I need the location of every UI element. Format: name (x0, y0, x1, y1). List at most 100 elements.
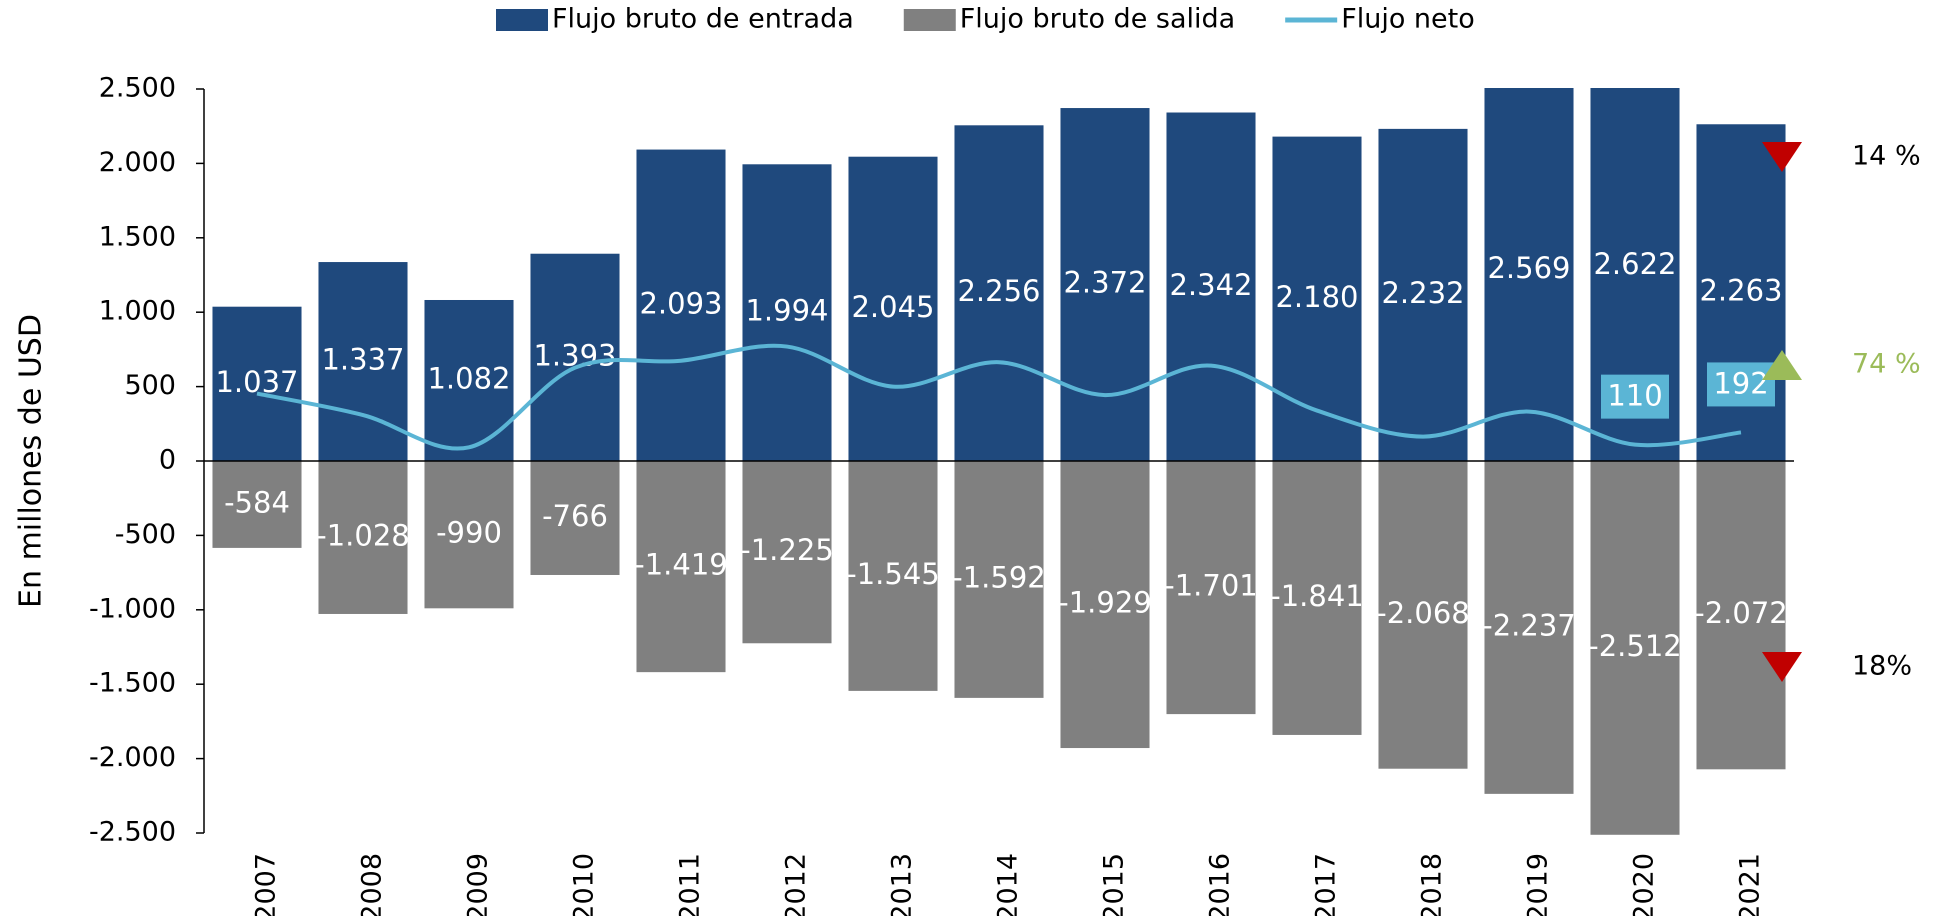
bar (636, 461, 726, 673)
bar-value-label: -1.419 (634, 548, 728, 582)
bar-value-label: 2.263 (1699, 274, 1782, 308)
bar (1378, 128, 1468, 461)
bar-value-label: 2.569 (1487, 251, 1570, 285)
bar-value-label: 2.180 (1275, 280, 1358, 314)
bar (1166, 461, 1256, 715)
bar-value-label: 1.082 (427, 361, 510, 395)
bar-value-label: -1.592 (952, 560, 1046, 594)
x-tick-label: 2015 (1099, 853, 1130, 916)
bar-value-label: -1.225 (740, 533, 834, 567)
bar (1696, 461, 1786, 770)
legend-label: Flujo bruto de salida (960, 4, 1235, 35)
y-tick-label: 2.500 (99, 73, 176, 104)
y-axis-label: En millones de USD (14, 314, 49, 608)
y-tick-label: 500 (124, 370, 176, 401)
bar (1484, 88, 1574, 462)
bar (1484, 461, 1574, 794)
y-tick-label: -2.500 (89, 817, 176, 848)
bar (1166, 112, 1256, 461)
bar-value-label: -1.028 (316, 518, 410, 552)
bar (742, 461, 832, 644)
y-tick-label: -2.000 (89, 742, 176, 773)
annotation-label: 14 % (1852, 141, 1921, 172)
x-tick-label: 2019 (1523, 853, 1554, 916)
bar (636, 149, 726, 462)
bar (742, 164, 832, 462)
bar (1060, 108, 1150, 462)
x-tick-label: 2017 (1311, 853, 1342, 916)
trend-triangle (1762, 142, 1802, 172)
bar (848, 461, 938, 691)
bar-value-label: -2.068 (1376, 596, 1470, 630)
line-label-box (1601, 374, 1669, 419)
bar-value-label: -766 (542, 499, 608, 533)
legend-swatch (903, 9, 956, 31)
bar-value-label: -1.929 (1058, 586, 1152, 620)
bar-value-label: 2.093 (639, 286, 722, 320)
annotation-label: 18% (1852, 651, 1912, 682)
x-tick-label: 2014 (993, 853, 1024, 916)
bar-value-label: -2.512 (1588, 629, 1682, 663)
x-tick-label: 2011 (675, 853, 706, 916)
bar (1378, 461, 1468, 769)
y-tick-label: -1.000 (89, 593, 176, 624)
y-tick-label: 2.000 (99, 147, 176, 178)
bar-value-label: -1.841 (1270, 579, 1364, 613)
bar (1272, 461, 1362, 735)
bar (1590, 461, 1680, 835)
x-tick-label: 2021 (1735, 853, 1766, 916)
bar-value-label: 2.622 (1593, 247, 1676, 281)
trend-triangle (1762, 652, 1802, 682)
annotation-label: 74 % (1852, 349, 1921, 380)
line-value-label: 192 (1713, 366, 1768, 400)
bar-value-label: 2.256 (957, 274, 1040, 308)
bar-value-label: -2.072 (1694, 596, 1788, 630)
x-tick-label: 2007 (251, 853, 282, 916)
x-tick-label: 2008 (357, 853, 388, 916)
bar (212, 461, 302, 548)
bar (1060, 461, 1150, 749)
y-tick-label: -1.500 (89, 668, 176, 699)
bar-value-label: 1.994 (745, 294, 828, 328)
y-tick-label: 0 (159, 445, 176, 476)
plot-area (212, 88, 1786, 835)
bar (530, 461, 620, 575)
legend-label: Flujo bruto de entrada (552, 4, 854, 35)
bar (848, 156, 938, 462)
legend-swatch (496, 9, 548, 31)
bar-value-label: -1.545 (846, 557, 940, 591)
legend-label: Flujo neto (1341, 4, 1475, 35)
line-label-box (1707, 362, 1775, 407)
bar-value-label: 1.337 (321, 343, 404, 377)
y-tick-label: 1.000 (99, 296, 176, 327)
x-tick-label: 2009 (463, 853, 494, 916)
x-tick-label: 2018 (1417, 853, 1448, 916)
bar (530, 253, 620, 461)
x-tick-label: 2012 (781, 853, 812, 916)
x-tick-label: 2013 (887, 853, 918, 916)
bar-value-label: 2.045 (851, 290, 934, 324)
bar-value-label: 2.342 (1169, 268, 1252, 302)
bar (1272, 136, 1362, 461)
trend-triangle (1762, 350, 1802, 380)
bar (318, 461, 408, 614)
bar-value-label: -2.237 (1482, 608, 1576, 642)
net-line (256, 343, 1742, 451)
bar (424, 299, 514, 461)
bar (954, 461, 1044, 698)
bar-value-label: 2.372 (1063, 266, 1146, 300)
bar-value-label: 2.232 (1381, 276, 1464, 310)
x-tick-label: 2020 (1629, 853, 1660, 916)
y-tick-label: 1.500 (99, 221, 176, 252)
bar (212, 306, 302, 461)
x-tick-label: 2010 (569, 853, 600, 916)
bar-value-label: -1.701 (1164, 569, 1258, 603)
bar-value-label: -990 (436, 516, 502, 550)
x-tick-label: 2016 (1205, 853, 1236, 916)
y-tick-label: -500 (115, 519, 176, 550)
bar-value-label: -584 (224, 485, 290, 519)
line-value-label: 110 (1607, 379, 1662, 413)
bar (424, 461, 514, 609)
bar-value-label: 1.037 (215, 365, 298, 399)
